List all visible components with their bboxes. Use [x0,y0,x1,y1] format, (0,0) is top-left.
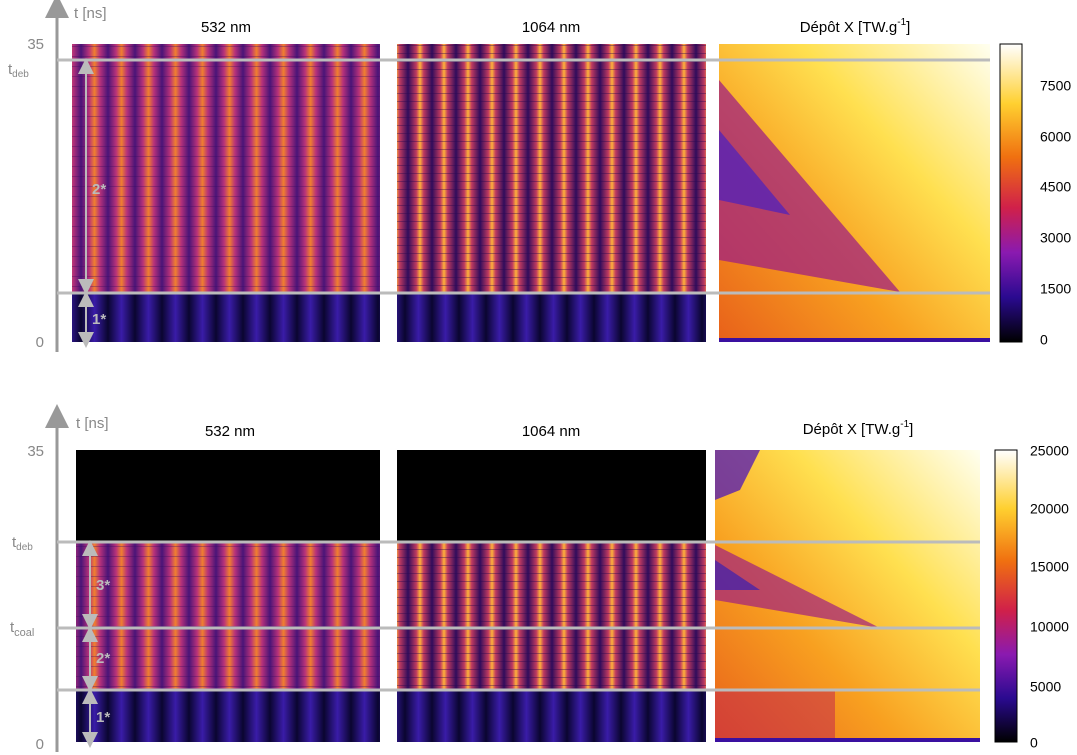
heatmap [76,450,380,542]
tick-label: 0 [36,736,44,753]
event-label: tdeb [8,61,29,80]
heatmap-region [719,80,900,292]
event-symbol: t [8,61,13,78]
colorbar [999,43,1023,343]
title-part: ] [909,421,913,438]
event-label: tdeb [12,534,33,553]
panel-title: Dépôt X [TW.g-1] [800,17,911,36]
tick-label: 35 [27,443,44,460]
colorbar-tick: 5000 [1030,679,1061,695]
title-part: Dépôt X [TW.g [800,19,898,36]
heatmap [397,690,706,742]
heatmap-region [715,560,760,590]
heatmap-region [719,130,790,215]
colorbar-tick: 1500 [1040,281,1071,297]
bottom-figure: t [ns] 35 0 tdeb tcoal 532 nm 1064 nm Dé… [10,404,1069,753]
title-sup: -1 [897,17,906,28]
phase-label: 3* [96,577,110,594]
heatmap-region [719,338,990,342]
heatmap-region [715,738,980,742]
event-subscript: deb [16,542,33,553]
colorbar-tick: 10000 [1030,619,1069,635]
colorbar-tick: 25000 [1030,443,1069,459]
colorbar-tick: 0 [1030,735,1038,751]
event-label: tcoal [10,619,34,639]
heatmap [397,44,706,294]
title-part: Dépôt X [TW.g [803,421,901,438]
heatmap [76,690,380,742]
heatmap [397,450,706,542]
heatmap [397,542,706,690]
event-symbol: t [12,534,17,551]
axis-label: t [ns] [74,5,107,22]
axis-label: t [ns] [76,415,109,432]
panel-title: 1064 nm [522,423,580,440]
colorbar-tick: 3000 [1040,230,1071,246]
heatmap [76,542,380,690]
event-subscript: deb [12,69,29,80]
event-subscript: coal [14,627,34,639]
top-figure: t [ns] 35 0 tdeb 532 nm 1064 nm Dépôt X … [8,0,1071,352]
colorbar-tick: 20000 [1030,501,1069,517]
colorbar-tick: 4500 [1040,179,1071,195]
tick-label: 35 [27,36,44,53]
colorbar-tick: 6000 [1040,129,1071,145]
panel-title: 532 nm [201,19,251,36]
tick-label: 0 [36,334,44,351]
heatmap-region [715,450,760,500]
panel-title: 1064 nm [522,19,580,36]
colorbar-tick: 15000 [1030,559,1069,575]
phase-label: 2* [92,181,106,198]
phase-label: 1* [92,311,106,328]
phase-label: 1* [96,709,110,726]
heatmap-region [715,690,835,740]
heatmap-region [715,545,880,628]
title-sup: -1 [900,419,909,430]
colorbar-tick: 7500 [1040,78,1071,94]
event-symbol: t [10,619,15,636]
phase-label: 2* [96,650,110,667]
heatmap [72,44,380,294]
panel-title: Dépôt X [TW.g-1] [803,419,914,438]
heatmap [397,294,706,342]
colorbar-tick: 0 [1040,332,1048,348]
heatmap [72,294,380,342]
colorbar [994,449,1018,743]
title-part: ] [906,19,910,36]
panel-title: 532 nm [205,423,255,440]
